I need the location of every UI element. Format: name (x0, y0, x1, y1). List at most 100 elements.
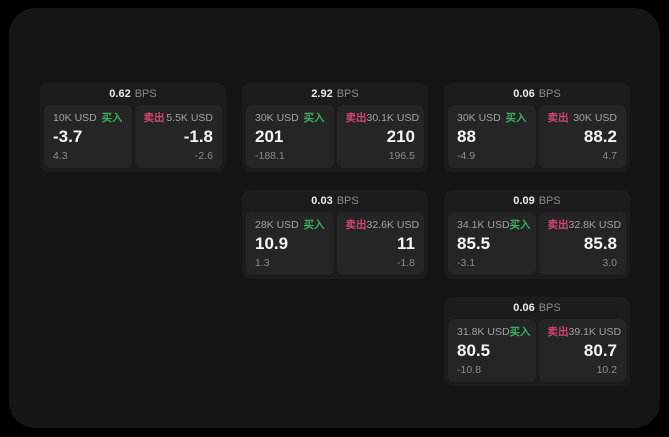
quote-card: 0.62 BPS 10K USD 买入 -3.7 4.3 卖出 (40, 83, 226, 172)
buy-panel[interactable]: 28K USD 买入 10.9 1.3 (246, 212, 334, 275)
buy-delta: 1.3 (255, 257, 270, 269)
buy-amount: 30K USD (255, 112, 299, 124)
spread-header: 0.09 BPS (448, 190, 626, 212)
buy-panel[interactable]: 31.8K USD 买入 80.5 -10.8 (448, 319, 536, 382)
buy-price: 10.9 (255, 234, 289, 253)
buy-price: 80.5 (457, 341, 491, 360)
quote-card: 0.06 BPS 30K USD 买入 88 -4.9 卖出 (444, 83, 630, 172)
buy-price: 85.5 (457, 234, 491, 253)
quotes-surface: 0.62 BPS 10K USD 买入 -3.7 4.3 卖出 (9, 8, 660, 428)
sell-delta: 4.7 (602, 150, 617, 162)
spread-value: 0.09 (513, 195, 535, 207)
quote-panels: 28K USD 买入 10.9 1.3 卖出 32.6K USD 11 -1.8 (246, 212, 424, 275)
sell-price: -1.8 (183, 127, 213, 146)
buy-panel[interactable]: 34.1K USD 买入 85.5 -3.1 (448, 212, 536, 275)
sell-amount: 5.5K USD (166, 112, 213, 124)
spread-value: 2.92 (311, 88, 333, 100)
spread-value: 0.06 (513, 88, 535, 100)
quote-panels: 30K USD 买入 88 -4.9 卖出 30K USD 88.2 4.7 (448, 105, 626, 168)
sell-delta: 3.0 (602, 257, 617, 269)
buy-action-label: 买入 (101, 112, 123, 124)
spread-unit: BPS (538, 88, 561, 100)
quote-card: 2.92 BPS 30K USD 买入 201 -188.1 卖出 (242, 83, 428, 172)
sell-panel[interactable]: 卖出 5.5K USD -1.8 -2.6 (134, 105, 222, 168)
sell-panel[interactable]: 卖出 32.8K USD 85.8 3.0 (538, 212, 626, 275)
sell-panel[interactable]: 卖出 30K USD 88.2 4.7 (538, 105, 626, 168)
quote-card: 0.09 BPS 34.1K USD 买入 85.5 -3.1 卖出 (444, 190, 630, 279)
spread-unit: BPS (134, 88, 157, 100)
buy-price: -3.7 (53, 127, 83, 146)
buy-panel-top: 31.8K USD 买入 (457, 326, 531, 338)
buy-panel-top: 30K USD 买入 (457, 112, 527, 124)
quote-card: 0.06 BPS 31.8K USD 买入 80.5 -10.8 卖 (444, 297, 630, 386)
sell-amount: 30K USD (573, 112, 617, 124)
buy-delta: -188.1 (255, 150, 285, 162)
sell-panel[interactable]: 卖出 32.6K USD 11 -1.8 (336, 212, 424, 275)
sell-panel[interactable]: 卖出 30.1K USD 210 196.5 (336, 105, 424, 168)
sell-price: 88.2 (583, 127, 617, 146)
buy-panel[interactable]: 30K USD 买入 201 -188.1 (246, 105, 334, 168)
sell-panel[interactable]: 卖出 39.1K USD 80.7 10.2 (538, 319, 626, 382)
sell-panel-top: 卖出 32.8K USD (547, 219, 622, 231)
sell-amount: 32.8K USD (568, 219, 622, 231)
spread-header: 0.03 BPS (246, 190, 424, 212)
spread-header: 0.06 BPS (448, 83, 626, 105)
sell-delta: 196.5 (388, 150, 415, 162)
sell-action-label: 卖出 (143, 112, 165, 124)
sell-price: 85.8 (583, 234, 617, 253)
sell-amount: 32.6K USD (366, 219, 420, 231)
quote-panels: 30K USD 买入 201 -188.1 卖出 30.1K USD 210 1… (246, 105, 424, 168)
buy-panel[interactable]: 30K USD 买入 88 -4.9 (448, 105, 536, 168)
sell-price: 210 (386, 127, 415, 146)
buy-amount: 31.8K USD (457, 326, 510, 338)
buy-panel[interactable]: 10K USD 买入 -3.7 4.3 (44, 105, 132, 168)
sell-delta: 10.2 (596, 364, 617, 376)
spread-unit: BPS (538, 302, 561, 314)
sell-action-label: 卖出 (547, 112, 569, 124)
spread-unit: BPS (538, 195, 561, 207)
sell-delta: -2.6 (194, 150, 213, 162)
buy-delta: -3.1 (457, 257, 476, 269)
quote-card: 0.03 BPS 28K USD 买入 10.9 1.3 卖出 (242, 190, 428, 279)
sell-panel-top: 卖出 30K USD (548, 112, 618, 124)
spread-value: 0.62 (109, 88, 131, 100)
buy-panel-top: 34.1K USD 买入 (457, 219, 531, 231)
sell-action-label: 卖出 (345, 219, 367, 231)
spread-header: 0.62 BPS (44, 83, 222, 105)
buy-action-label: 买入 (509, 326, 531, 338)
quote-panels: 31.8K USD 买入 80.5 -10.8 卖出 39.1K USD 80.… (448, 319, 626, 382)
sell-panel-top: 卖出 5.5K USD (144, 112, 214, 124)
quote-panels: 34.1K USD 买入 85.5 -3.1 卖出 32.8K USD 85.8… (448, 212, 626, 275)
buy-panel-top: 28K USD 买入 (255, 219, 325, 231)
spread-value: 0.06 (513, 302, 535, 314)
buy-delta: 4.3 (53, 150, 68, 162)
spread-unit: BPS (336, 195, 359, 207)
buy-action-label: 买入 (303, 219, 325, 231)
sell-delta: -1.8 (396, 257, 415, 269)
sell-amount: 30.1K USD (366, 112, 420, 124)
sell-price: 11 (397, 234, 415, 253)
buy-delta: -10.8 (457, 364, 481, 376)
sell-action-label: 卖出 (345, 112, 367, 124)
sell-panel-top: 卖出 32.6K USD (345, 219, 420, 231)
buy-amount: 34.1K USD (457, 219, 510, 231)
quote-panels: 10K USD 买入 -3.7 4.3 卖出 5.5K USD -1.8 -2.… (44, 105, 222, 168)
spread-unit: BPS (336, 88, 359, 100)
buy-action-label: 买入 (509, 219, 531, 231)
buy-panel-top: 30K USD 买入 (255, 112, 325, 124)
buy-amount: 28K USD (255, 219, 299, 231)
quote-grid: 0.62 BPS 10K USD 买入 -3.7 4.3 卖出 (40, 83, 630, 386)
spread-header: 0.06 BPS (448, 297, 626, 319)
sell-amount: 39.1K USD (568, 326, 622, 338)
buy-price: 201 (255, 127, 284, 146)
buy-amount: 10K USD (53, 112, 97, 124)
sell-action-label: 卖出 (547, 219, 569, 231)
buy-panel-top: 10K USD 买入 (53, 112, 123, 124)
buy-action-label: 买入 (303, 112, 325, 124)
sell-panel-top: 卖出 39.1K USD (547, 326, 622, 338)
buy-price: 88 (457, 127, 476, 146)
sell-action-label: 卖出 (547, 326, 569, 338)
sell-price: 80.7 (583, 341, 617, 360)
spread-header: 2.92 BPS (246, 83, 424, 105)
